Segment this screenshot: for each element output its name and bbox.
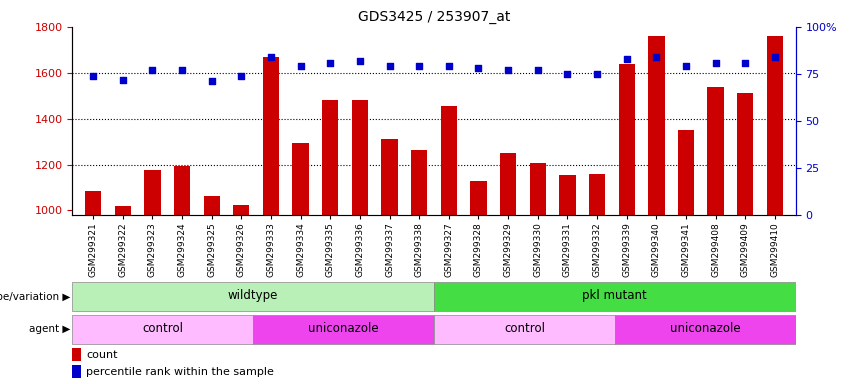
Bar <box>144 170 161 215</box>
Bar <box>559 175 575 215</box>
Point <box>413 63 426 70</box>
Text: agent ▶: agent ▶ <box>29 324 71 334</box>
Point <box>768 54 782 60</box>
Point <box>501 67 515 73</box>
Bar <box>72 282 434 311</box>
Text: control: control <box>504 322 545 335</box>
Bar <box>72 365 82 379</box>
Bar <box>619 64 635 215</box>
Bar <box>293 143 309 215</box>
Bar <box>471 180 487 215</box>
Bar <box>233 205 249 215</box>
Point <box>531 67 545 73</box>
Bar <box>707 86 724 215</box>
Bar <box>322 100 339 215</box>
Point <box>205 78 219 84</box>
Bar <box>381 139 397 215</box>
Bar <box>72 314 254 344</box>
Bar <box>72 348 82 361</box>
Bar <box>767 36 783 215</box>
Point <box>442 63 455 70</box>
Point <box>471 65 485 71</box>
Point <box>353 58 367 64</box>
Point <box>679 63 693 70</box>
Text: uniconazole: uniconazole <box>670 322 740 335</box>
Point <box>739 60 752 66</box>
Bar <box>254 314 434 344</box>
Bar <box>411 150 427 215</box>
Text: wildtype: wildtype <box>228 290 278 303</box>
Point <box>175 67 189 73</box>
Bar <box>203 195 220 215</box>
Text: pkl mutant: pkl mutant <box>582 290 648 303</box>
Bar <box>648 36 665 215</box>
Text: control: control <box>142 322 183 335</box>
Text: genotype/variation ▶: genotype/variation ▶ <box>0 291 71 302</box>
Point <box>116 76 129 83</box>
Point <box>561 71 574 77</box>
Point <box>264 54 277 60</box>
Bar <box>737 93 753 215</box>
Point <box>383 63 397 70</box>
Bar <box>174 166 190 215</box>
Bar <box>351 100 368 215</box>
Text: percentile rank within the sample: percentile rank within the sample <box>86 367 274 377</box>
Point <box>620 56 633 62</box>
Bar <box>263 57 279 215</box>
Point <box>709 60 722 66</box>
Bar <box>85 191 101 215</box>
Bar <box>441 106 457 215</box>
Point <box>146 67 159 73</box>
Bar <box>678 130 694 215</box>
Point <box>649 54 663 60</box>
Bar <box>500 153 517 215</box>
Bar <box>589 174 605 215</box>
Bar <box>115 206 131 215</box>
Point <box>294 63 307 70</box>
Bar <box>434 282 796 311</box>
Point <box>235 73 248 79</box>
Title: GDS3425 / 253907_at: GDS3425 / 253907_at <box>357 10 511 25</box>
Bar <box>434 314 614 344</box>
Point <box>591 71 604 77</box>
Text: count: count <box>86 349 117 359</box>
Text: uniconazole: uniconazole <box>308 322 379 335</box>
Point <box>323 60 337 66</box>
Point <box>86 73 100 79</box>
Bar <box>529 164 546 215</box>
Bar <box>614 314 796 344</box>
